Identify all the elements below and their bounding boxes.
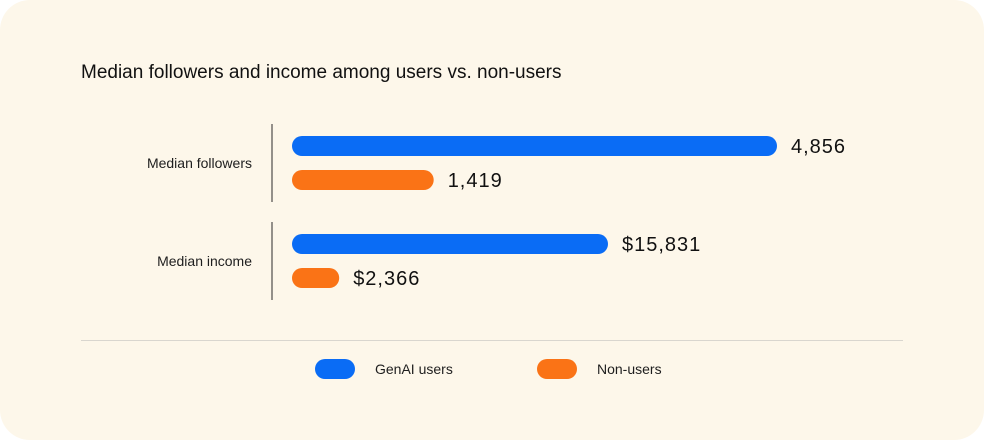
chart-title: Median followers and income among users … [81,62,562,83]
legend-label-genai-users: GenAI users [375,361,453,377]
value-label-genai-users-median-income: $15,831 [622,234,701,256]
bar-non-users-median-followers [292,170,434,190]
value-label-genai-users-median-followers: 4,856 [791,136,846,158]
category-label-median-income: Median income [157,253,252,269]
bar-genai-users-median-income [292,234,608,254]
bar-genai-users-median-followers [292,136,777,156]
legend-swatch-genai-users [315,359,355,379]
bar-chart: Median followers 4,856 1,419 Median income $… [147,124,846,300]
legend-label-non-users: Non-users [597,361,662,377]
value-label-non-users-median-income: $2,366 [353,268,420,290]
value-label-non-users-median-followers: 1,419 [448,170,503,192]
legend-divider [81,340,903,341]
legend-swatch-non-users [537,359,577,379]
bar-non-users-median-income [292,268,340,288]
category-label-median-followers: Median followers [147,155,252,171]
